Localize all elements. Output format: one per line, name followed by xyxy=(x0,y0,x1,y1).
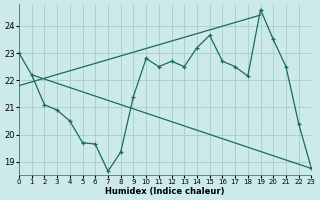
X-axis label: Humidex (Indice chaleur): Humidex (Indice chaleur) xyxy=(105,187,225,196)
